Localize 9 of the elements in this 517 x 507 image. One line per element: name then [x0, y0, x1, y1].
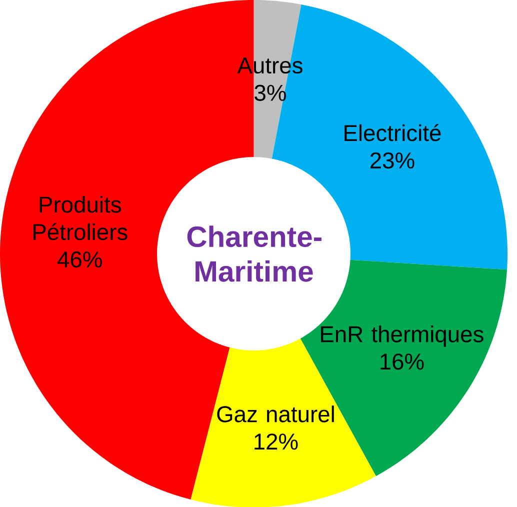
- slice-label: EnR thermiques: [321, 325, 484, 347]
- slice-label: Produits Pétroliers: [34, 196, 128, 240]
- data-label: 12%: [254, 433, 298, 450]
- data-label: 16%: [380, 353, 424, 370]
- data-label: 23%: [370, 152, 414, 168]
- slice-label: Gaz naturel: [217, 405, 334, 422]
- text: Charente-Maritime: [187, 225, 322, 282]
- data-label: 46%: [58, 251, 102, 268]
- slice-label: Electricité: [344, 124, 441, 141]
